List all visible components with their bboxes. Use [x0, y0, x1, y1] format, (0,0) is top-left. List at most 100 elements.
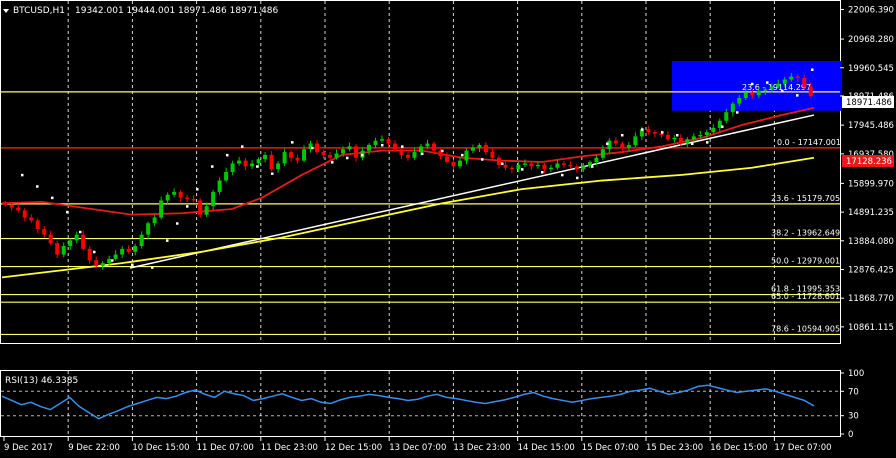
psar-dot	[381, 143, 384, 147]
psar-dot	[176, 222, 179, 225]
psar-dot	[421, 152, 424, 155]
chart-menu-icon[interactable]	[3, 9, 9, 13]
candle	[490, 148, 495, 160]
red-line-price-marker	[842, 155, 894, 167]
candle-body	[522, 163, 527, 165]
candle-body	[574, 166, 579, 170]
rsi-panel-frame	[0, 370, 841, 437]
candle-body	[808, 86, 813, 96]
candle-body	[120, 248, 125, 255]
candle	[678, 134, 683, 146]
candle-body	[159, 200, 164, 218]
candle	[685, 137, 690, 148]
symbol-label: BTCUSD,H1	[13, 6, 65, 16]
psar-dot	[256, 165, 259, 168]
candle	[3, 200, 8, 207]
candle-body	[354, 146, 359, 158]
psar-dot	[736, 111, 739, 114]
candle-body	[276, 163, 281, 170]
candle	[16, 203, 21, 213]
psar-dot	[641, 128, 644, 131]
time-tick-label: 16 Dec 15:00	[710, 443, 767, 453]
candle	[341, 146, 346, 157]
candle-body	[431, 143, 436, 151]
candle-body	[626, 144, 631, 148]
candle	[276, 161, 281, 173]
candle-body	[386, 139, 391, 144]
candle	[302, 145, 307, 163]
candle-body	[737, 97, 742, 104]
psar-dot	[66, 210, 69, 214]
candle-body	[61, 246, 66, 255]
candle-body	[165, 194, 170, 201]
candle-body	[451, 162, 456, 167]
candle	[172, 188, 177, 198]
candle-body	[412, 152, 417, 158]
candle	[425, 139, 430, 149]
psar-dot	[346, 156, 349, 160]
candle-body	[393, 143, 398, 150]
candle	[451, 159, 456, 170]
candle-body	[698, 134, 703, 137]
candle-body	[224, 172, 229, 181]
candle-body	[74, 234, 79, 241]
psar-dot	[661, 131, 664, 134]
blue-highlight-box	[672, 60, 842, 111]
psar-dot	[751, 82, 754, 86]
candle-body	[581, 166, 586, 170]
candle	[159, 196, 164, 220]
candle-body	[204, 206, 209, 215]
psar-dot	[796, 94, 799, 97]
psar-dot	[151, 266, 154, 269]
candle	[496, 155, 501, 169]
candle-body	[198, 200, 203, 215]
candle	[211, 189, 216, 211]
candle	[94, 256, 99, 269]
candle	[737, 95, 742, 107]
candle-body	[477, 144, 482, 148]
candle-body	[107, 258, 112, 264]
candle-body	[9, 204, 14, 208]
fib-level-label: 50.0 - 12979.001	[771, 257, 840, 266]
candle	[542, 162, 547, 174]
fib-level-label: 0.0 - 17147.001	[777, 138, 841, 147]
price-tick-label: 15899.970	[848, 179, 894, 189]
psar-dot	[621, 133, 624, 137]
candle-body	[438, 150, 443, 157]
candle	[412, 148, 417, 160]
price-tick-label: 17945.486	[848, 121, 894, 131]
candle-body	[678, 137, 683, 144]
time-tick-label: 9 Dec 22:00	[68, 443, 120, 453]
candle	[483, 142, 488, 156]
candle	[68, 238, 73, 251]
time-tick-label: 17 Dec 07:00	[774, 443, 831, 453]
candle-body	[55, 243, 60, 255]
psar-dot	[166, 239, 169, 242]
candle	[393, 140, 398, 152]
candle-body	[529, 163, 534, 167]
psar-dot	[311, 146, 314, 150]
time-tick-label: 14 Dec 15:00	[518, 443, 575, 453]
candle-body	[399, 149, 404, 155]
candle-body	[646, 129, 651, 133]
candle	[263, 152, 268, 163]
candle-body	[704, 132, 709, 135]
candle	[22, 208, 27, 222]
candle-body	[29, 217, 34, 221]
candle	[152, 214, 157, 227]
candle-body	[516, 164, 521, 170]
candle	[256, 157, 261, 168]
rsi-tick-label: 30	[848, 412, 859, 422]
rsi-axis: 100 70 30 0	[840, 369, 864, 440]
candle-body	[750, 92, 755, 96]
fib-level-label: 38.2 - 13962.649	[771, 229, 840, 238]
candle	[191, 194, 196, 203]
candle	[477, 143, 482, 153]
time-tick-label: 11 Dec 23:00	[261, 443, 318, 453]
candle	[120, 246, 125, 258]
candle	[704, 129, 709, 139]
psar-dot	[111, 259, 114, 262]
candle-body	[763, 89, 768, 91]
candle	[289, 150, 294, 162]
